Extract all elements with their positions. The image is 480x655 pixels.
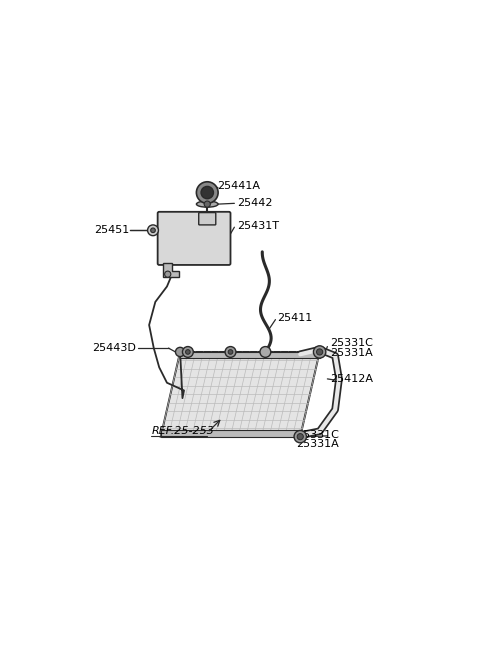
- Circle shape: [260, 346, 271, 358]
- Circle shape: [201, 187, 214, 198]
- Polygon shape: [161, 352, 320, 437]
- Text: 25331A: 25331A: [296, 440, 339, 449]
- Circle shape: [151, 228, 156, 233]
- Text: 25331C: 25331C: [330, 339, 372, 348]
- Ellipse shape: [196, 201, 218, 207]
- Circle shape: [225, 346, 236, 358]
- Text: 25331C: 25331C: [296, 430, 339, 440]
- Circle shape: [204, 201, 210, 207]
- FancyBboxPatch shape: [199, 213, 216, 225]
- Circle shape: [228, 350, 233, 354]
- FancyBboxPatch shape: [157, 212, 230, 265]
- Text: 25411: 25411: [277, 313, 312, 323]
- Circle shape: [176, 347, 185, 356]
- Circle shape: [165, 271, 171, 277]
- Circle shape: [313, 346, 326, 358]
- Text: 25412A: 25412A: [330, 374, 372, 384]
- Text: REF.25-253: REF.25-253: [152, 426, 215, 436]
- Circle shape: [196, 182, 218, 203]
- Polygon shape: [161, 430, 300, 437]
- Circle shape: [186, 350, 190, 354]
- Circle shape: [294, 430, 306, 443]
- Polygon shape: [163, 263, 179, 277]
- Text: 25431T: 25431T: [237, 221, 279, 231]
- Polygon shape: [180, 352, 320, 358]
- Text: 25442: 25442: [237, 198, 272, 208]
- Circle shape: [182, 346, 193, 358]
- Circle shape: [297, 434, 303, 440]
- Text: 25443D: 25443D: [92, 343, 136, 353]
- Circle shape: [316, 349, 323, 355]
- Text: 25451: 25451: [95, 225, 130, 235]
- Text: 25441A: 25441A: [217, 181, 260, 191]
- Circle shape: [147, 225, 158, 236]
- Text: 25331A: 25331A: [330, 348, 372, 358]
